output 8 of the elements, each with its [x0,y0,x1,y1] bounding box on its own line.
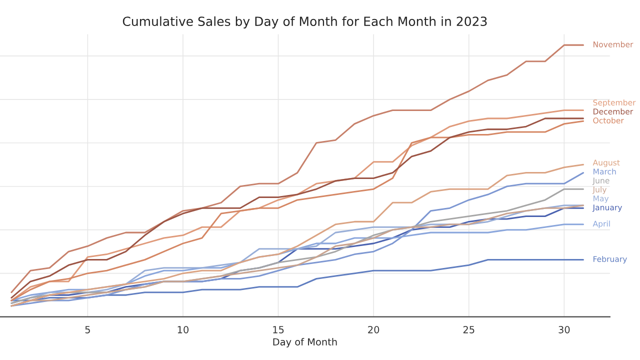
x-tick-label: 5 [85,326,90,334]
x-tick-label: 15 [273,326,284,334]
x-tick-label: 25 [463,326,474,334]
x-axis-title: Day of Month [273,338,337,348]
x-tick-label: 20 [368,326,380,334]
x-tick-label: 30 [558,326,570,334]
x-tick-label: 10 [178,326,189,334]
chart-title: Cumulative Sales by Day of Month for Each Month in 2023 [122,16,487,28]
